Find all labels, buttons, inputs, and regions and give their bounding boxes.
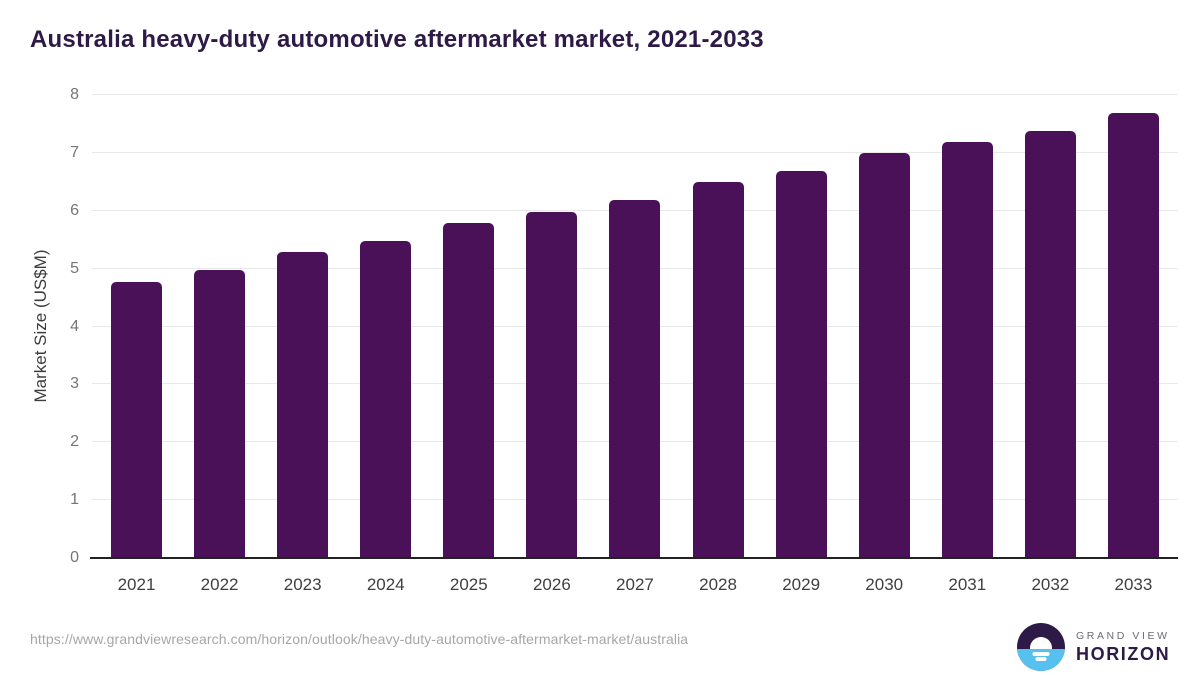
y-tick-label: 7 (70, 143, 79, 161)
bar-2026 (526, 211, 578, 558)
bar-2021 (111, 281, 162, 558)
x-tick-label: 2024 (366, 575, 405, 594)
horizon-sunrise-icon (1017, 623, 1065, 671)
bar-2023 (277, 252, 329, 558)
bar-2029 (775, 170, 827, 558)
x-tick-label: 2027 (616, 575, 654, 594)
gridline (92, 94, 1178, 95)
y-tick-label: 0 (70, 549, 79, 566)
bar-2024 (360, 240, 412, 558)
source-url-text: https://www.grandviewresearch.com/horizo… (30, 631, 689, 647)
y-tick-label: 3 (70, 375, 79, 393)
logo-grand-view-label: GRAND VIEW (1076, 629, 1170, 642)
bar-slot: 2029 (775, 95, 827, 594)
bar-slot: 2033 (1107, 95, 1159, 594)
y-tick-label: 1 (70, 491, 79, 509)
bar-2022 (194, 270, 246, 558)
x-tick-label: 2032 (1031, 575, 1070, 594)
y-tick-label: 2 (70, 433, 79, 451)
bar-slot: 2023 (277, 95, 329, 594)
bar-slot: 2027 (609, 95, 661, 594)
logo-reflection-bar (1032, 652, 1050, 657)
bar-slot: 2026 (526, 95, 578, 594)
y-tick-label: 4 (70, 317, 79, 335)
x-tick-label: 2030 (865, 575, 904, 594)
logo-text: GRAND VIEW HORIZON (1076, 630, 1170, 665)
y-tick-label: 5 (70, 259, 79, 277)
bar-slot: 2030 (858, 95, 910, 594)
logo-sun-shape (1030, 637, 1052, 650)
x-tick-label: 2021 (117, 575, 156, 594)
x-tick-label: 2028 (699, 575, 737, 594)
bars: 2021 2022 2023 2024 2025 2026 2027 2028 2029 2030… (92, 95, 1178, 594)
bar-slot: 2024 (360, 95, 412, 594)
y-axis-title: Market Size (US$M) (31, 249, 50, 403)
x-tick-label: 2029 (782, 575, 821, 594)
grandview-horizon-logo: GRAND VIEW HORIZON (1017, 622, 1170, 672)
x-tick-label: 2031 (948, 575, 987, 594)
x-tick-label: 2025 (449, 575, 488, 594)
gridline (92, 151, 1178, 153)
x-tick-label: 2026 (532, 575, 571, 594)
y-tick-label: 6 (70, 201, 79, 219)
bar-2027 (609, 199, 661, 558)
bar-slot: 2031 (941, 95, 993, 594)
x-tick-label: 2033 (1114, 575, 1153, 594)
bar-2028 (692, 182, 744, 558)
bar-slot: 2028 (692, 95, 744, 594)
bar-slot: 2032 (1024, 95, 1076, 594)
bar-slot: 2025 (443, 95, 495, 594)
x-tick-label: 2023 (283, 575, 322, 594)
bar-2031 (941, 141, 993, 558)
x-tick-label: 2022 (200, 575, 239, 594)
bar-2033 (1107, 112, 1159, 558)
y-tick-label: 8 (70, 86, 79, 103)
logo-reflection-bar (1035, 657, 1047, 662)
bar-slot: 2021 (111, 95, 162, 594)
bar-2025 (443, 223, 495, 558)
bar-slot: 2022 (194, 95, 246, 594)
bar-2032 (1024, 130, 1076, 558)
logo-horizon-label: HORIZON (1076, 643, 1171, 664)
x-axis-line (90, 557, 1178, 559)
chart-title: Australia heavy-duty automotive aftermar… (30, 26, 764, 53)
bar-2030 (858, 153, 910, 558)
